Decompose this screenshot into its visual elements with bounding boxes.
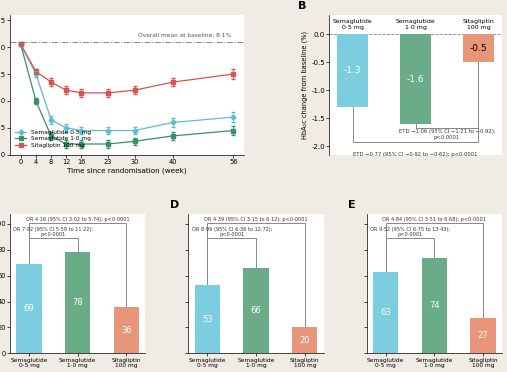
Text: Semaglutide
1·0 mg: Semaglutide 1·0 mg xyxy=(396,19,436,30)
Y-axis label: HbA₁c change from baseline (%): HbA₁c change from baseline (%) xyxy=(302,31,308,139)
Sitagliptin 100 mg xyxy=(169,80,175,84)
Text: Semaglutide
0·5 mg: Semaglutide 0·5 mg xyxy=(333,19,373,30)
Bar xyxy=(16,264,42,353)
Text: ETD −1·06 (95% CI −1·21 to −0·92);
p<0·0001: ETD −1·06 (95% CI −1·21 to −0·92); p<0·0… xyxy=(399,129,495,140)
Sitagliptin 100 mg xyxy=(48,80,54,84)
Text: 63: 63 xyxy=(380,308,391,317)
Text: -1.6: -1.6 xyxy=(407,75,424,84)
Bar xyxy=(373,272,399,353)
Bar xyxy=(422,257,447,353)
Text: 53: 53 xyxy=(202,315,212,324)
Bar xyxy=(195,285,220,353)
Sitagliptin 100 mg xyxy=(105,91,111,95)
Text: B: B xyxy=(298,1,306,11)
Bar xyxy=(400,35,431,124)
Text: D: D xyxy=(169,200,179,210)
Semaglutide 1·0 mg xyxy=(230,128,236,133)
Semaglutide 1·0 mg xyxy=(131,139,137,144)
Bar xyxy=(243,268,269,353)
Text: ETD −0·77 (95% CI −0·92 to −0·62); p<0·0001: ETD −0·77 (95% CI −0·92 to −0·62); p<0·0… xyxy=(353,152,478,157)
Sitagliptin 100 mg xyxy=(79,91,85,95)
Text: OR 4·39 (95% CI 3·15 to 6·12); p<0·0001: OR 4·39 (95% CI 3·15 to 6·12); p<0·0001 xyxy=(204,217,308,222)
Legend: Semaglutide 0·5 mg, Semaglutide 1·0 mg, Sitagliptin 100 mg: Semaglutide 0·5 mg, Semaglutide 1·0 mg, … xyxy=(13,127,93,150)
Text: 27: 27 xyxy=(478,331,488,340)
Bar xyxy=(463,35,494,62)
Semaglutide 0·5 mg xyxy=(105,128,111,133)
Semaglutide 0·5 mg xyxy=(79,128,85,133)
Text: 74: 74 xyxy=(429,301,440,310)
Text: OR 9·52 (95% CI 6·75 to 13·43);
p<0·0001: OR 9·52 (95% CI 6·75 to 13·43); p<0·0001 xyxy=(370,227,450,237)
Text: 36: 36 xyxy=(121,326,132,334)
Semaglutide 0·5 mg xyxy=(33,72,39,76)
Text: -0.5: -0.5 xyxy=(469,44,487,53)
Text: Sitagliptin
100 mg: Sitagliptin 100 mg xyxy=(462,19,494,30)
X-axis label: Time since randomisation (week): Time since randomisation (week) xyxy=(67,168,187,174)
Text: E: E xyxy=(348,200,355,210)
Semaglutide 1·0 mg xyxy=(48,134,54,138)
Semaglutide 0·5 mg xyxy=(18,42,24,47)
Bar xyxy=(65,252,90,353)
Sitagliptin 100 mg xyxy=(63,88,69,92)
Semaglutide 1·0 mg xyxy=(18,42,24,47)
Sitagliptin 100 mg xyxy=(131,88,137,92)
Semaglutide 1·0 mg xyxy=(33,99,39,103)
Sitagliptin 100 mg xyxy=(18,42,24,47)
Line: Semaglutide 1·0 mg: Semaglutide 1·0 mg xyxy=(19,43,235,146)
Semaglutide 0·5 mg xyxy=(131,128,137,133)
Text: Overall mean at baseline: 8·1%: Overall mean at baseline: 8·1% xyxy=(138,33,231,38)
Bar xyxy=(292,327,317,353)
Semaglutide 0·5 mg xyxy=(63,126,69,130)
Text: 78: 78 xyxy=(73,298,83,307)
Semaglutide 1·0 mg xyxy=(63,142,69,146)
Bar xyxy=(114,307,139,353)
Semaglutide 0·5 mg xyxy=(169,120,175,125)
Semaglutide 0·5 mg xyxy=(48,118,54,122)
Text: 20: 20 xyxy=(300,336,310,345)
Line: Sitagliptin 100 mg: Sitagliptin 100 mg xyxy=(19,43,235,94)
Line: Semaglutide 0·5 mg: Semaglutide 0·5 mg xyxy=(19,43,235,132)
Text: OR 7·92 (95% CI 5·59 to 11·22);
p<0·0001: OR 7·92 (95% CI 5·59 to 11·22); p<0·0001 xyxy=(13,227,93,237)
Bar xyxy=(337,35,369,107)
Semaglutide 1·0 mg xyxy=(105,142,111,146)
Bar xyxy=(470,318,496,353)
Semaglutide 1·0 mg xyxy=(79,142,85,146)
Text: OR 4·16 (95% CI 3·02 to 5·74); p<0·0001: OR 4·16 (95% CI 3·02 to 5·74); p<0·0001 xyxy=(26,217,129,222)
Sitagliptin 100 mg xyxy=(230,72,236,76)
Text: OR 8·99 (95% CI 6·36 to 12·72);
p<0·0001: OR 8·99 (95% CI 6·36 to 12·72); p<0·0001 xyxy=(192,227,272,237)
Text: 69: 69 xyxy=(24,304,34,313)
Text: 66: 66 xyxy=(250,306,262,315)
Text: OR 4·84 (95% CI 3·51 to 6·68); p<0·0001: OR 4·84 (95% CI 3·51 to 6·68); p<0·0001 xyxy=(382,217,486,222)
Semaglutide 0·5 mg xyxy=(230,115,236,119)
Text: -1.3: -1.3 xyxy=(344,66,361,76)
Semaglutide 1·0 mg xyxy=(169,134,175,138)
Sitagliptin 100 mg xyxy=(33,69,39,74)
